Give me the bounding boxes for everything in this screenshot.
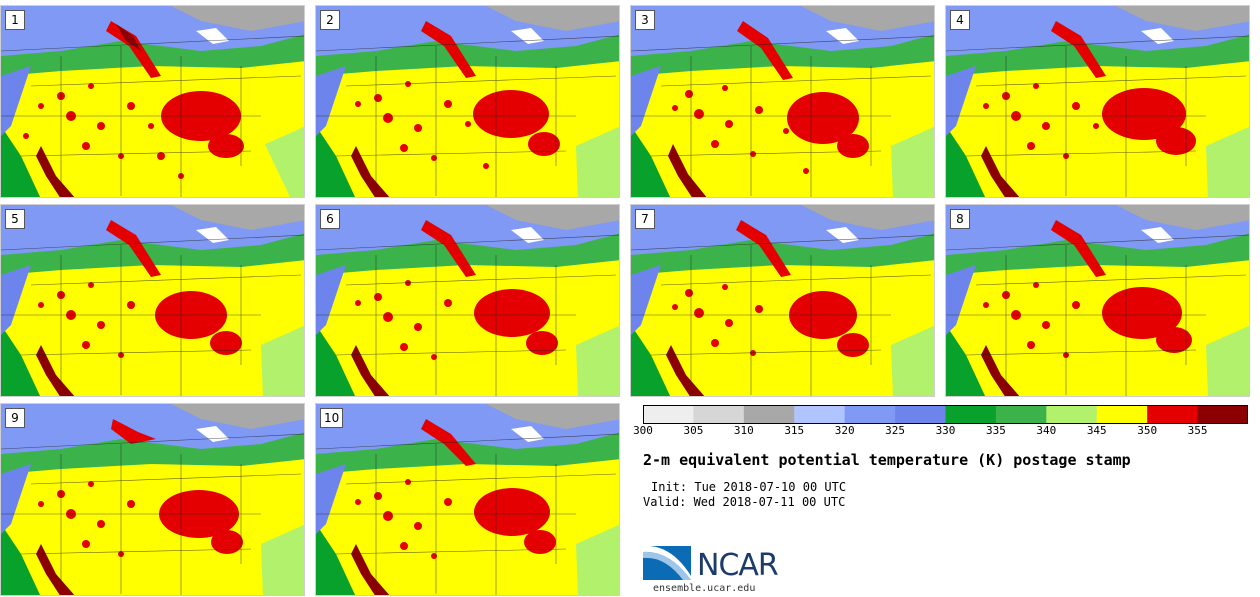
- colorbar-segment-12: [1197, 405, 1248, 424]
- colorbar-border: [643, 405, 1248, 424]
- panel-number-3: 3: [635, 10, 655, 30]
- ensemble-map-3: [631, 6, 934, 197]
- colorbar-segment-2: [693, 405, 745, 424]
- ensemble-map-7: [631, 205, 934, 396]
- colorbar-tick-335: 335: [985, 424, 1006, 437]
- colorbar-segment-9: [1046, 405, 1098, 424]
- panel-number-5: 5: [5, 209, 25, 229]
- member-panel-10[interactable]: 10: [315, 403, 620, 596]
- colorbar-tick-labels: 300 305 310 315 320 325 330 335 340 345 350 355: [633, 424, 1253, 440]
- figure-title: 2-m equivalent potential temperature (K)…: [643, 451, 1131, 469]
- colorbar-segment-10: [1096, 405, 1148, 424]
- valid-time: Valid: Wed 2018-07-11 00 UTC: [643, 495, 846, 509]
- panel-number-9: 9: [5, 408, 25, 428]
- website-url: ensemble.ucar.edu: [653, 583, 756, 594]
- member-panel-5[interactable]: 5: [0, 204, 305, 397]
- colorbar-segment-11: [1147, 405, 1199, 424]
- colorbar-segment-1: [643, 405, 694, 424]
- colorbar-tick-330: 330: [935, 424, 956, 437]
- colorbar-tick-325: 325: [885, 424, 906, 437]
- ensemble-map-2: [316, 6, 619, 197]
- panel-number-4: 4: [950, 10, 970, 30]
- colorbar-segment-7: [945, 405, 997, 424]
- colorbar-tick-355: 355: [1187, 424, 1208, 437]
- member-panel-2[interactable]: 2: [315, 5, 620, 198]
- member-panel-4[interactable]: 4: [945, 5, 1250, 198]
- colorbar-segment-3: [743, 405, 795, 424]
- member-panel-1[interactable]: 1: [0, 5, 305, 198]
- ensemble-map-4: [946, 6, 1249, 197]
- ensemble-map-1: [1, 6, 304, 197]
- member-panel-7[interactable]: 7: [630, 204, 935, 397]
- member-panel-8[interactable]: 8: [945, 204, 1250, 397]
- colorbar-segment-6: [895, 405, 946, 424]
- panel-number-1: 1: [5, 10, 25, 30]
- panel-number-2: 2: [320, 10, 340, 30]
- panel-number-7: 7: [635, 209, 655, 229]
- colorbar-segment-4: [794, 405, 846, 424]
- colorbar-tick-305: 305: [683, 424, 704, 437]
- colorbar-segment-8: [995, 405, 1047, 424]
- ncar-logo-icon: [643, 545, 691, 580]
- colorbar-segment-5: [844, 405, 896, 424]
- member-panel-3[interactable]: 3: [630, 5, 935, 198]
- colorbar: [643, 405, 1248, 424]
- colorbar-tick-315: 315: [784, 424, 805, 437]
- colorbar-tick-320: 320: [834, 424, 855, 437]
- colorbar-tick-310: 310: [733, 424, 754, 437]
- ensemble-map-8: [946, 205, 1249, 396]
- member-panel-9[interactable]: 9: [0, 403, 305, 596]
- panel-number-8: 8: [950, 209, 970, 229]
- init-time: Init: Tue 2018-07-10 00 UTC: [651, 480, 847, 494]
- ensemble-map-6: [316, 205, 619, 396]
- panel-number-10: 10: [320, 408, 344, 428]
- colorbar-tick-350: 350: [1137, 424, 1158, 437]
- ensemble-map-9: [1, 404, 304, 595]
- ensemble-map-5: [1, 205, 304, 396]
- panel-number-6: 6: [320, 209, 340, 229]
- member-panel-6[interactable]: 6: [315, 204, 620, 397]
- ncar-logo-text: NCAR: [697, 548, 779, 583]
- colorbar-tick-300: 300: [633, 424, 653, 437]
- colorbar-tick-340: 340: [1036, 424, 1057, 437]
- ensemble-map-10: [316, 404, 619, 595]
- colorbar-tick-345: 345: [1086, 424, 1107, 437]
